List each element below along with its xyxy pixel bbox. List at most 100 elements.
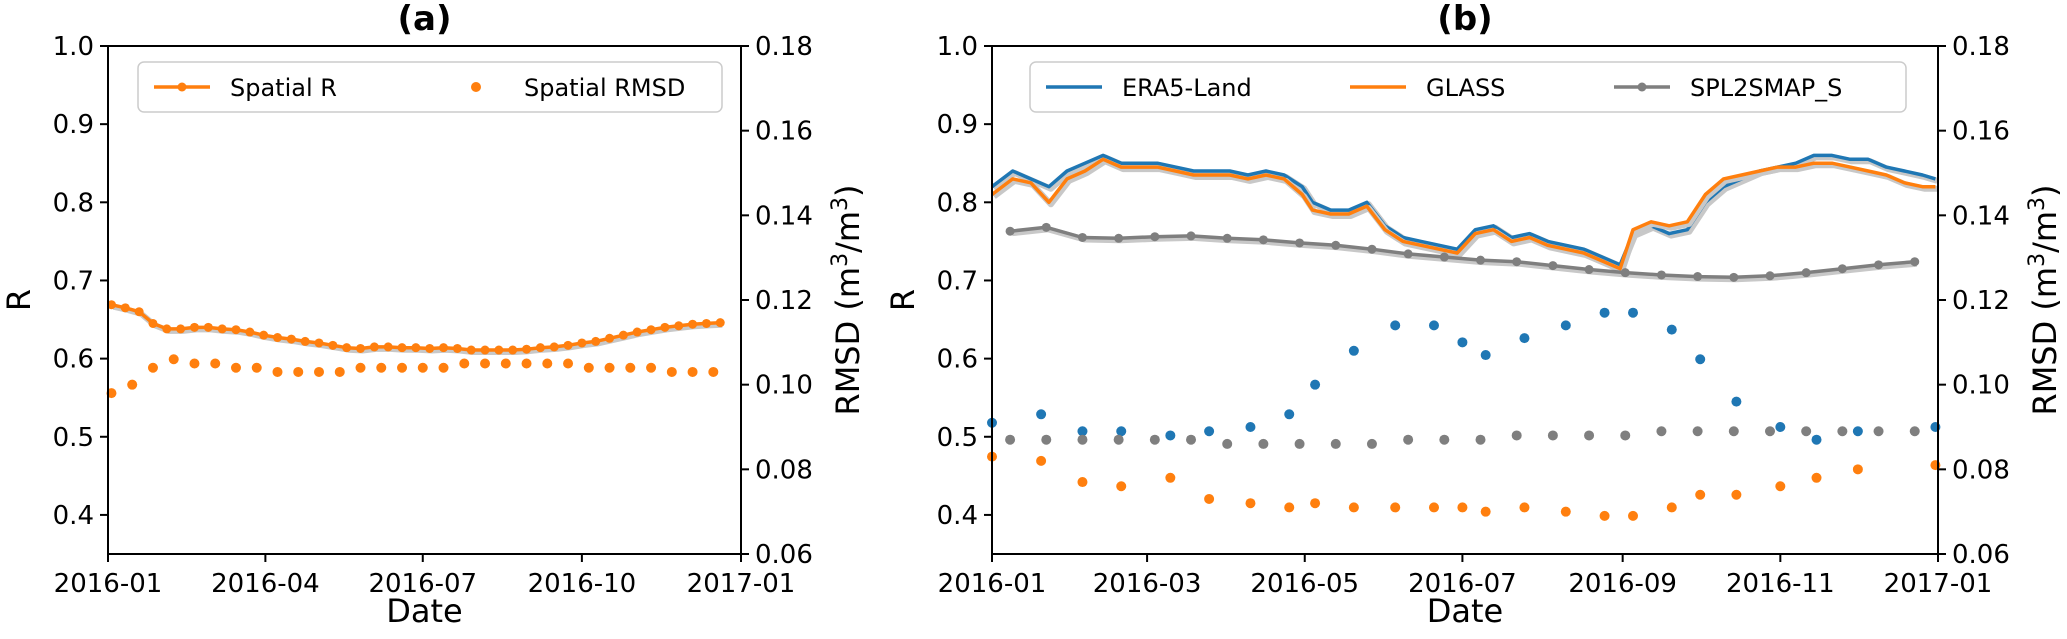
- data-point: [272, 333, 282, 343]
- y-right-tick-label: 0.08: [1952, 455, 2010, 485]
- data-point: [1560, 320, 1571, 331]
- data-point: [1475, 434, 1486, 445]
- data-point: [1331, 240, 1341, 250]
- series-glass-rmsd: [987, 451, 1941, 521]
- y-tick-label: 0.5: [937, 423, 978, 453]
- label-part: /m: [2026, 211, 2064, 253]
- data-point: [1186, 231, 1196, 241]
- data-point: [1811, 472, 1822, 483]
- y-right-tick-label: 0.18: [755, 32, 813, 62]
- data-point: [1348, 502, 1359, 513]
- data-point: [210, 358, 221, 369]
- data-point: [1284, 502, 1295, 513]
- data-point: [1457, 502, 1468, 513]
- y-right-axis-label: RMSD (m3/m3): [828, 184, 868, 415]
- data-point: [1403, 249, 1413, 259]
- data-point: [1511, 430, 1522, 441]
- data-point: [632, 327, 642, 337]
- y-right-tick-label: 0.14: [755, 201, 813, 231]
- series-line: [990, 157, 1936, 271]
- data-point: [1041, 434, 1052, 445]
- legend-box: [137, 61, 723, 113]
- series-era5-land-rmsd: [987, 307, 1941, 445]
- y-tick-label: 0.8: [937, 188, 978, 218]
- series-line: [1009, 225, 1915, 280]
- data-point: [203, 322, 213, 332]
- data-point: [334, 366, 345, 377]
- data-point: [535, 343, 545, 353]
- data-point: [1330, 438, 1341, 449]
- data-point: [1874, 260, 1884, 270]
- data-point: [314, 366, 324, 377]
- data-point: [1310, 498, 1321, 509]
- data-point: [189, 322, 199, 332]
- axes-frame: [107, 45, 742, 555]
- x-tick-label: 2016-10: [528, 569, 637, 599]
- y-right-tick-label: 0.10: [1952, 371, 2010, 401]
- data-point: [660, 322, 670, 332]
- y-tick-label: 0.7: [937, 266, 978, 296]
- data-point: [106, 300, 116, 310]
- data-point: [605, 333, 615, 343]
- data-point: [397, 362, 408, 373]
- data-point: [1258, 438, 1269, 449]
- y-right-tick-label: 0.16: [755, 117, 813, 147]
- data-point: [583, 362, 594, 373]
- data-point: [1258, 235, 1268, 245]
- data-point: [1077, 434, 1088, 445]
- data-point: [1695, 489, 1706, 500]
- series-line-shadow: [992, 158, 1938, 274]
- data-point: [1852, 464, 1863, 475]
- x-tick-label: 2016-01: [938, 569, 1047, 599]
- data-point: [286, 334, 296, 344]
- data-point: [1620, 268, 1630, 278]
- data-point: [259, 330, 269, 340]
- data-point: [1666, 502, 1677, 513]
- data-point: [1439, 252, 1449, 262]
- data-point: [452, 343, 462, 353]
- data-point: [604, 362, 615, 373]
- data-point: [376, 362, 387, 373]
- y-right-tick-label: 0.06: [1952, 540, 2010, 570]
- y-right-tick-label: 0.18: [1952, 32, 2010, 62]
- data-point: [591, 336, 601, 346]
- data-point: [120, 303, 130, 313]
- data-point: [1222, 438, 1233, 449]
- y-tick-label: 1.0: [937, 32, 978, 62]
- x-tick-label: 2016-04: [211, 569, 320, 599]
- data-point: [1547, 430, 1558, 441]
- data-point: [1873, 426, 1884, 437]
- legend-label: SPL2SMAP_S: [1690, 74, 1842, 102]
- label-part: ): [829, 184, 867, 196]
- data-point: [439, 343, 449, 353]
- x-tick-label: 2016-01: [54, 569, 163, 599]
- data-point: [1204, 493, 1215, 504]
- data-point: [355, 362, 366, 373]
- data-point: [666, 366, 677, 377]
- data-point: [1480, 350, 1491, 361]
- chart-panel-b: (b) 0.4 0.5 0.6 0.7 0.8 0.9 1.0 0.06 0.08 0.10 0.12…: [884, 0, 2064, 630]
- data-point: [1480, 506, 1491, 517]
- y-tick-label: 0.6: [53, 345, 94, 375]
- label-part: RMSD (m: [829, 267, 867, 416]
- y-right-tick-label: 0.16: [1952, 117, 2010, 147]
- data-point: [1729, 272, 1739, 282]
- data-point: [1693, 272, 1703, 282]
- data-point: [134, 307, 144, 317]
- axes-frame: [991, 45, 1939, 555]
- data-point: [314, 338, 324, 348]
- data-point: [1457, 337, 1468, 348]
- data-point: [522, 344, 532, 354]
- data-point: [1692, 426, 1703, 437]
- data-point: [217, 324, 227, 334]
- data-point: [369, 342, 379, 352]
- legend-marker: [471, 82, 481, 92]
- legend: Spatial R Spatial RMSD: [137, 61, 723, 113]
- legend-box: [1029, 61, 1907, 113]
- data-point: [494, 345, 504, 355]
- data-point: [1245, 422, 1256, 432]
- data-point: [1548, 261, 1558, 271]
- data-point: [397, 343, 407, 353]
- superscript: 3: [2025, 197, 2050, 211]
- data-point: [251, 362, 262, 373]
